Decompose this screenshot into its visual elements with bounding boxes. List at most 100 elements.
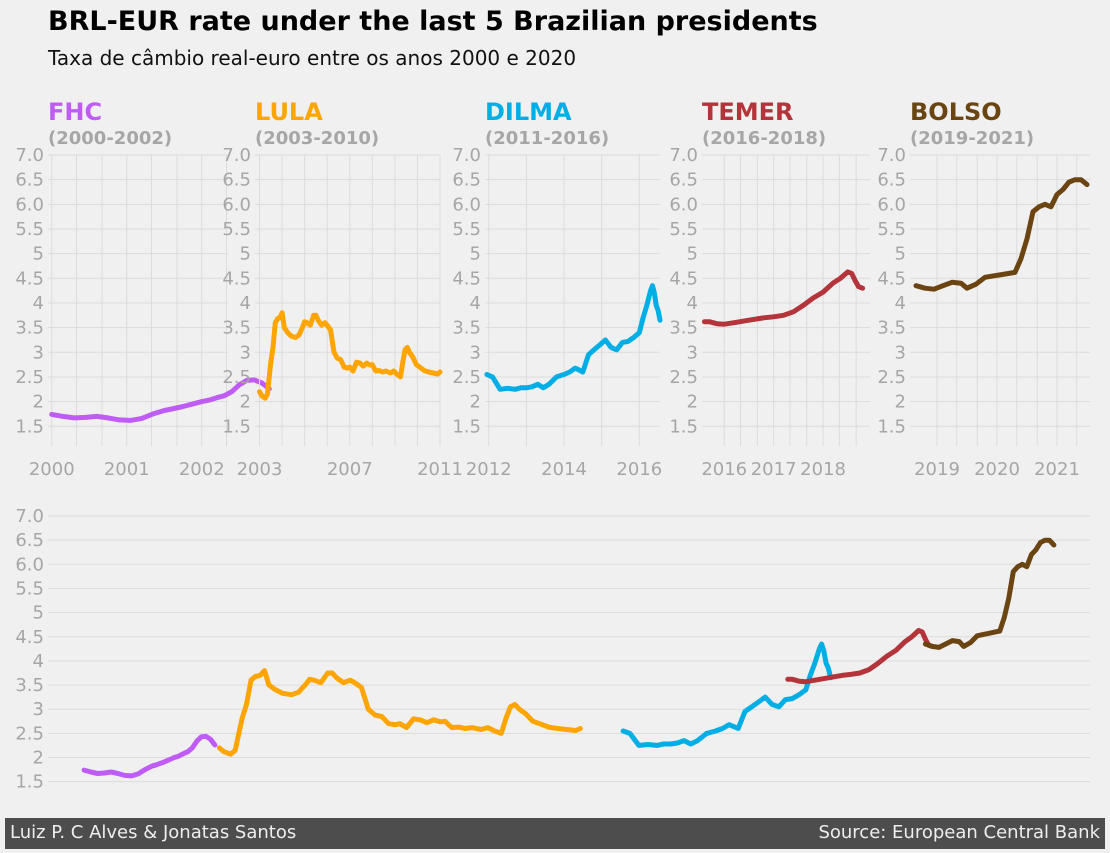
- x-tick-label: 2011: [417, 459, 463, 480]
- x-tick-label: 2014: [541, 459, 587, 480]
- y-tick-label: 4: [240, 293, 251, 314]
- combined-y-tick-label: 2: [33, 748, 44, 769]
- chart-title: BRL-EUR rate under the last 5 Brazilian …: [48, 6, 818, 37]
- y-tick-label: 4: [687, 293, 698, 314]
- chart-subtitle: Taxa de câmbio real-euro entre os anos 2…: [48, 46, 577, 70]
- y-tick-label: 5.5: [452, 219, 481, 240]
- x-tick-label: 2019: [914, 459, 960, 480]
- y-tick-label: 2: [895, 392, 906, 413]
- y-tick-label: 3: [895, 342, 906, 363]
- y-tick-label: 6.0: [15, 194, 44, 215]
- x-tick-label: 2017: [751, 459, 797, 480]
- combined-series-line-lula: [216, 668, 583, 757]
- y-tick-label: 4.5: [15, 268, 44, 289]
- y-tick-label: 6.0: [452, 194, 481, 215]
- x-tick-label: 2016: [701, 459, 747, 480]
- y-tick-label: 3.5: [452, 318, 481, 339]
- y-tick-label: 6.5: [452, 170, 481, 191]
- combined-y-tick-label: 5.5: [15, 578, 44, 599]
- y-tick-label: 2: [470, 392, 481, 413]
- x-tick-label: 2003: [237, 459, 283, 480]
- y-tick-label: 1.5: [877, 416, 906, 437]
- y-tick-label: 2.5: [452, 367, 481, 388]
- x-tick-label: 2018: [800, 459, 846, 480]
- y-tick-label: 3: [240, 342, 251, 363]
- combined-y-tick-label: 1.5: [15, 772, 44, 793]
- y-tick-label: 4.5: [669, 268, 698, 289]
- combined-y-tick-label: 3: [33, 699, 44, 720]
- y-tick-label: 7.0: [669, 145, 698, 166]
- x-tick-label: 2016: [616, 459, 662, 480]
- y-tick-label: 5.5: [15, 219, 44, 240]
- panel-name-dilma: DILMA: [485, 98, 572, 126]
- y-tick-label: 4: [470, 293, 481, 314]
- x-tick-label: 2001: [104, 459, 150, 480]
- series-line-fhc: [49, 377, 272, 423]
- series-line-lula: [257, 310, 443, 401]
- combined-y-tick-label: 7.0: [15, 506, 44, 527]
- y-tick-label: 3.5: [877, 318, 906, 339]
- y-tick-label: 6.5: [877, 170, 906, 191]
- y-tick-label: 2.5: [15, 367, 44, 388]
- combined-y-tick-label: 3.5: [15, 675, 44, 696]
- y-tick-label: 3: [33, 342, 44, 363]
- y-tick-label: 4.5: [452, 268, 481, 289]
- y-tick-label: 3.5: [15, 318, 44, 339]
- panel-name-temer: TEMER: [702, 98, 794, 126]
- combined-series-line-bolso: [922, 537, 1057, 650]
- series-line-dilma: [484, 283, 663, 392]
- combined-y-tick-label: 6.0: [15, 554, 44, 575]
- y-tick-label: 6.0: [669, 194, 698, 215]
- x-tick-label: 2007: [327, 459, 373, 480]
- y-tick-label: 1.5: [669, 416, 698, 437]
- footer-credits: Luiz P. C Alves & Jonatas Santos: [10, 822, 297, 843]
- y-tick-label: 6.5: [222, 170, 251, 191]
- y-tick-label: 3.5: [222, 318, 251, 339]
- y-tick-label: 6.0: [222, 194, 251, 215]
- panel-period-bolso: (2019-2021): [910, 128, 1034, 149]
- y-tick-label: 4: [895, 293, 906, 314]
- y-tick-label: 2.5: [669, 367, 698, 388]
- y-tick-label: 6.0: [877, 194, 906, 215]
- panel-name-lula: LULA: [255, 98, 323, 126]
- combined-y-tick-label: 5: [33, 603, 44, 624]
- y-tick-label: 5: [895, 244, 906, 265]
- y-tick-label: 2: [33, 392, 44, 413]
- combined-y-tick-label: 4.5: [15, 627, 44, 648]
- y-tick-label: 4: [33, 293, 44, 314]
- y-tick-label: 1.5: [222, 416, 251, 437]
- y-tick-label: 1.5: [452, 416, 481, 437]
- panel-period-fhc: (2000-2002): [48, 128, 172, 149]
- footer-source: Source: European Central Bank: [818, 822, 1100, 843]
- combined-series-line-temer: [785, 628, 935, 685]
- y-tick-label: 6.5: [669, 170, 698, 191]
- y-tick-label: 4.5: [877, 268, 906, 289]
- panel-name-fhc: FHC: [48, 98, 102, 126]
- x-tick-label: 2012: [466, 459, 512, 480]
- y-tick-label: 2.5: [877, 367, 906, 388]
- panel-name-bolso: BOLSO: [910, 98, 1002, 126]
- y-tick-label: 3: [687, 342, 698, 363]
- y-tick-label: 2.5: [222, 367, 251, 388]
- combined-y-tick-label: 2.5: [15, 723, 44, 744]
- y-tick-label: 1.5: [15, 416, 44, 437]
- y-tick-label: 7.0: [452, 145, 481, 166]
- y-tick-label: 5: [33, 244, 44, 265]
- y-tick-label: 5.5: [669, 219, 698, 240]
- panel-period-lula: (2003-2010): [255, 128, 379, 149]
- panel-period-dilma: (2011-2016): [485, 128, 609, 149]
- y-tick-label: 5: [687, 244, 698, 265]
- y-tick-label: 7.0: [222, 145, 251, 166]
- combined-series-line-fhc: [81, 733, 218, 779]
- combined-y-tick-label: 4: [33, 651, 44, 672]
- y-tick-label: 4.5: [222, 268, 251, 289]
- y-tick-label: 5.5: [222, 219, 251, 240]
- footer-bar: Luiz P. C Alves & Jonatas Santos Source:…: [5, 818, 1105, 849]
- x-tick-label: 2020: [974, 459, 1020, 480]
- series-line-bolso: [913, 177, 1090, 292]
- y-tick-label: 7.0: [877, 145, 906, 166]
- y-tick-label: 3.5: [669, 318, 698, 339]
- series-line-temer: [702, 269, 866, 327]
- combined-series-line-dilma: [620, 641, 834, 748]
